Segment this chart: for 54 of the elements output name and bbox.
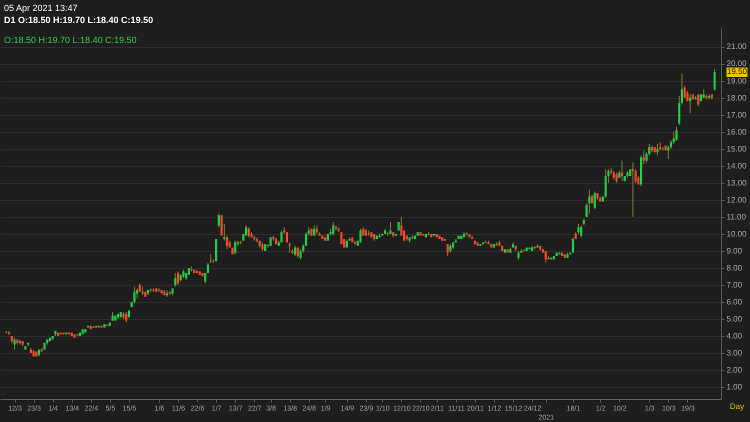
candlestick: [215, 238, 218, 262]
candlestick: [220, 214, 223, 236]
candlestick: [136, 288, 138, 300]
y-tick-label: 20.00: [726, 59, 748, 68]
candlestick: [620, 160, 624, 182]
candlestick: [234, 240, 236, 255]
y-tick-label: 10.00: [726, 229, 748, 238]
text: Day: [730, 402, 744, 411]
y-tick-label: 16.00: [726, 127, 748, 136]
candlestick: [248, 226, 250, 238]
candlestick: [446, 244, 449, 257]
candlestick: [594, 190, 596, 209]
chart-title: 05 Apr 2021 13:47: [4, 3, 78, 13]
y-tick-label: 9.00: [726, 246, 743, 256]
candlestick: [204, 272, 206, 284]
candlestick: [296, 247, 299, 258]
y-tick-label: 5.00: [726, 314, 743, 324]
candlestick: [714, 68, 716, 92]
candlestick: [588, 189, 590, 214]
candlestick: [174, 272, 176, 288]
candlestick: [332, 222, 334, 236]
y-tick-label: 18.00: [726, 93, 748, 102]
annotation: O:18.50 H:19.70 L:18.40 C:19.50: [4, 35, 137, 45]
candlestick: [642, 150, 645, 165]
candlestick: [580, 224, 582, 238]
y-tick-label: 2.00: [726, 366, 743, 375]
y-tick-label: 1.00: [726, 382, 743, 392]
text: 19.50: [726, 67, 748, 76]
chart-subtitle: D1 O:18.50 H:19.70 L:18.40 C:19.50: [4, 15, 154, 25]
candlestick: [218, 213, 220, 228]
y-tick-label: 12.00: [726, 195, 748, 204]
candlestick: [288, 242, 291, 254]
y-tick-label: 19.00: [726, 76, 748, 86]
y-tick-label: 3.00: [726, 348, 743, 358]
candlestick: [176, 270, 180, 286]
candlestick: [280, 230, 283, 243]
candlestick: [125, 312, 128, 323]
y-tick-label: 14.00: [726, 161, 748, 170]
candlestick: [389, 222, 392, 234]
candlestick: [675, 126, 678, 141]
y-tick-label: 21.00: [726, 42, 748, 52]
y-tick-label: 4.00: [726, 332, 743, 341]
candlestick: [667, 144, 670, 160]
y-tick-label: 11.00: [726, 212, 746, 222]
y-tick-label: 13.00: [726, 178, 748, 188]
y-tick-label: 17.00: [726, 110, 748, 120]
candlestick: [294, 245, 296, 257]
y-tick-label: 15.00: [726, 144, 748, 154]
candlestick: [572, 236, 574, 254]
candlestick: [359, 228, 362, 243]
y-tick-label: 6.00: [726, 297, 743, 306]
y-tick-label: 8.00: [726, 263, 743, 272]
candlestick: [604, 168, 607, 199]
y-tick-label: 7.00: [726, 280, 743, 290]
